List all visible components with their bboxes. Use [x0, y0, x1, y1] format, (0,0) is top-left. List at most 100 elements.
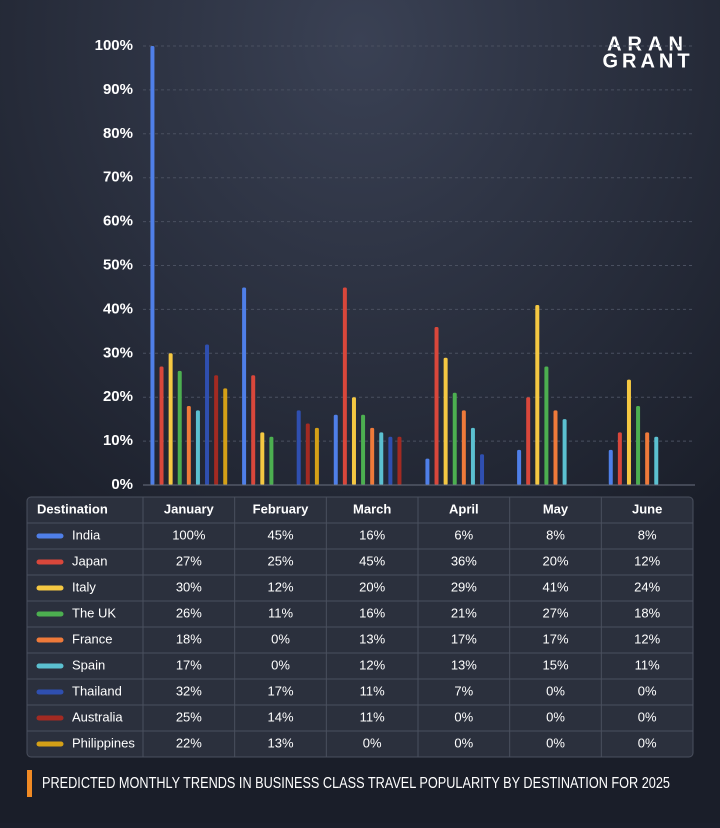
table-cell: 12%: [634, 631, 660, 646]
table-cell: 0%: [363, 735, 382, 750]
legend-label: Thailand: [72, 683, 122, 698]
bar: [177, 370, 182, 485]
table-cell: 11%: [635, 657, 660, 672]
y-tick-label: 90%: [103, 81, 133, 98]
table-month: February: [253, 501, 309, 516]
table-cell: 100%: [172, 527, 206, 542]
bar: [654, 436, 659, 485]
table-cell: 45%: [359, 553, 385, 568]
table-cell: 12%: [634, 553, 660, 568]
bar: [214, 375, 219, 485]
bar: [470, 427, 475, 485]
table-cell: 22%: [176, 735, 202, 750]
table-month: March: [353, 501, 391, 516]
table-cell: 0%: [638, 735, 657, 750]
bar: [443, 357, 448, 485]
bar: [388, 436, 393, 485]
bar: [186, 405, 191, 485]
bar: [461, 410, 466, 485]
table-cell: 30%: [176, 579, 202, 594]
table-cell: 12%: [267, 579, 293, 594]
legend-label: India: [72, 527, 101, 542]
table-cell: 0%: [454, 735, 473, 750]
bar: [195, 410, 200, 485]
bar: [553, 410, 558, 485]
bar: [535, 305, 540, 485]
y-tick-label: 50%: [103, 256, 133, 273]
bar: [269, 436, 274, 485]
bar: [636, 405, 641, 485]
bar: [351, 397, 356, 485]
bar: [562, 419, 567, 485]
y-tick-label: 100%: [95, 37, 133, 54]
y-tick-label: 60%: [103, 213, 133, 230]
y-tick-label: 80%: [103, 125, 133, 142]
table-month: June: [632, 501, 662, 516]
table-cell: 0%: [454, 709, 473, 724]
table-cell: 13%: [359, 631, 385, 646]
table-cell: 25%: [176, 709, 202, 724]
table-cell: 41%: [542, 579, 568, 594]
table-cell: 24%: [634, 579, 660, 594]
bar: [296, 410, 301, 485]
table-cell: 21%: [451, 605, 477, 620]
bar: [260, 432, 265, 485]
table-month: May: [543, 501, 569, 516]
table-cell: 13%: [267, 735, 293, 750]
y-tick-label: 70%: [103, 169, 133, 186]
bar: [617, 432, 622, 485]
table-header: Destination: [37, 501, 108, 516]
bar: [425, 458, 430, 485]
table-cell: 0%: [546, 709, 565, 724]
bar: [150, 46, 155, 485]
table-cell: 15%: [542, 657, 568, 672]
bar: [645, 432, 650, 485]
table-cell: 32%: [176, 683, 202, 698]
table-cell: 16%: [359, 605, 385, 620]
y-tick-label: 0%: [111, 476, 133, 493]
title-accent: [27, 770, 32, 797]
bar: [168, 353, 173, 485]
bar: [314, 427, 319, 485]
table-cell: 17%: [267, 683, 293, 698]
legend-label: Japan: [72, 553, 107, 568]
table-cell: 27%: [176, 553, 202, 568]
bar: [205, 344, 210, 485]
table-month: April: [449, 501, 479, 516]
bar: [223, 388, 228, 485]
bar: [544, 366, 549, 485]
legend-label: Australia: [72, 709, 123, 724]
table-cell: 17%: [542, 631, 568, 646]
table-cell: 14%: [267, 709, 293, 724]
bar: [526, 397, 531, 485]
logo-line1: ARAN: [607, 33, 689, 55]
legend-label: France: [72, 631, 112, 646]
legend-label: Italy: [72, 579, 96, 594]
legend-label: The UK: [72, 605, 116, 620]
table-cell: 18%: [634, 605, 660, 620]
bar: [434, 326, 439, 485]
table-cell: 0%: [638, 709, 657, 724]
table-cell: 27%: [542, 605, 568, 620]
legend-label: Philippines: [72, 735, 135, 750]
legend-label: Spain: [72, 657, 105, 672]
table-cell: 0%: [638, 683, 657, 698]
bar: [242, 287, 247, 485]
bar: [608, 449, 613, 485]
y-tick-label: 20%: [103, 388, 133, 405]
table-cell: 45%: [267, 527, 293, 542]
y-tick-label: 30%: [103, 344, 133, 361]
bar: [305, 423, 310, 485]
table-cell: 0%: [271, 657, 290, 672]
table-cell: 0%: [546, 735, 565, 750]
table-cell: 26%: [176, 605, 202, 620]
table-month: January: [164, 501, 215, 516]
table-cell: 25%: [267, 553, 293, 568]
bar: [626, 379, 631, 485]
table-cell: 8%: [546, 527, 565, 542]
table-cell: 17%: [176, 657, 202, 672]
table-cell: 18%: [176, 631, 202, 646]
bar: [480, 454, 485, 485]
bar: [159, 366, 164, 485]
